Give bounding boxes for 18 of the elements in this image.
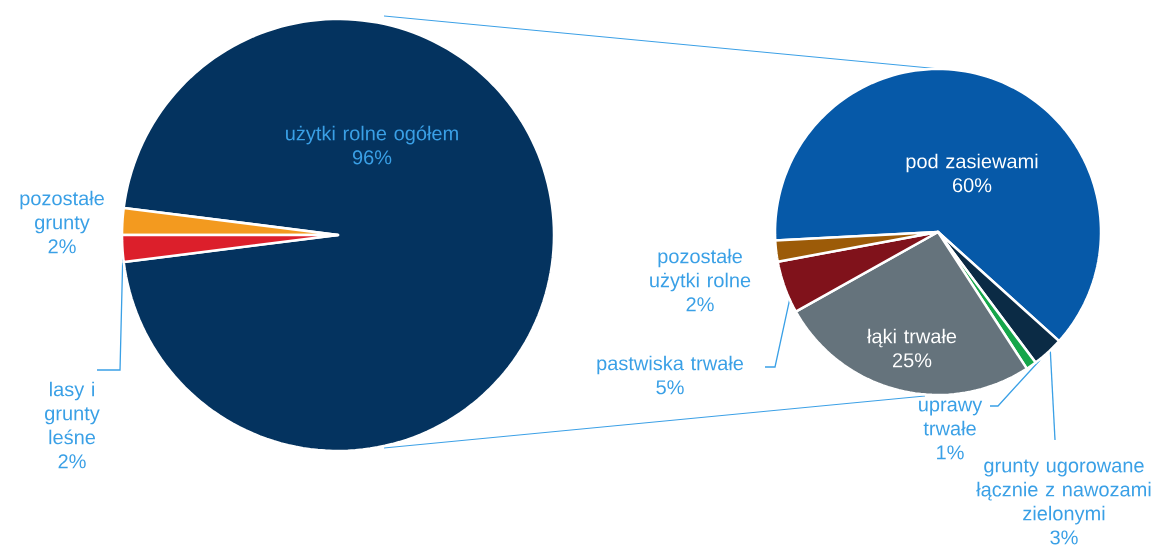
data-label: 2% — [686, 297, 714, 312]
data-label: 96% — [352, 150, 392, 165]
data-label: 25% — [893, 353, 932, 368]
slice-label: pod zasiewami — [906, 153, 1038, 173]
slice-label: uprawy trwałe — [919, 400, 983, 436]
data-label: 60% — [953, 178, 992, 193]
slice-label: pozostałe użytki rolne — [650, 248, 751, 292]
slice-label: grunty ugorowane łącznie z nawozami zielonymi — [976, 459, 1151, 525]
data-label: 1% — [937, 445, 964, 460]
slice-label: pozostałe grunty — [20, 190, 104, 234]
data-label: 2% — [58, 454, 86, 469]
slice-label: użytki rolne ogółem — [286, 125, 458, 145]
data-label: 3% — [1050, 530, 1078, 545]
slice-label: pastwiska trwałe — [597, 355, 743, 375]
data-label: 2% — [48, 239, 76, 254]
slice-label: lasy i grunty leśne — [45, 381, 100, 445]
slice-label: łąki trwałe — [867, 328, 957, 348]
data-label: 5% — [656, 380, 684, 395]
